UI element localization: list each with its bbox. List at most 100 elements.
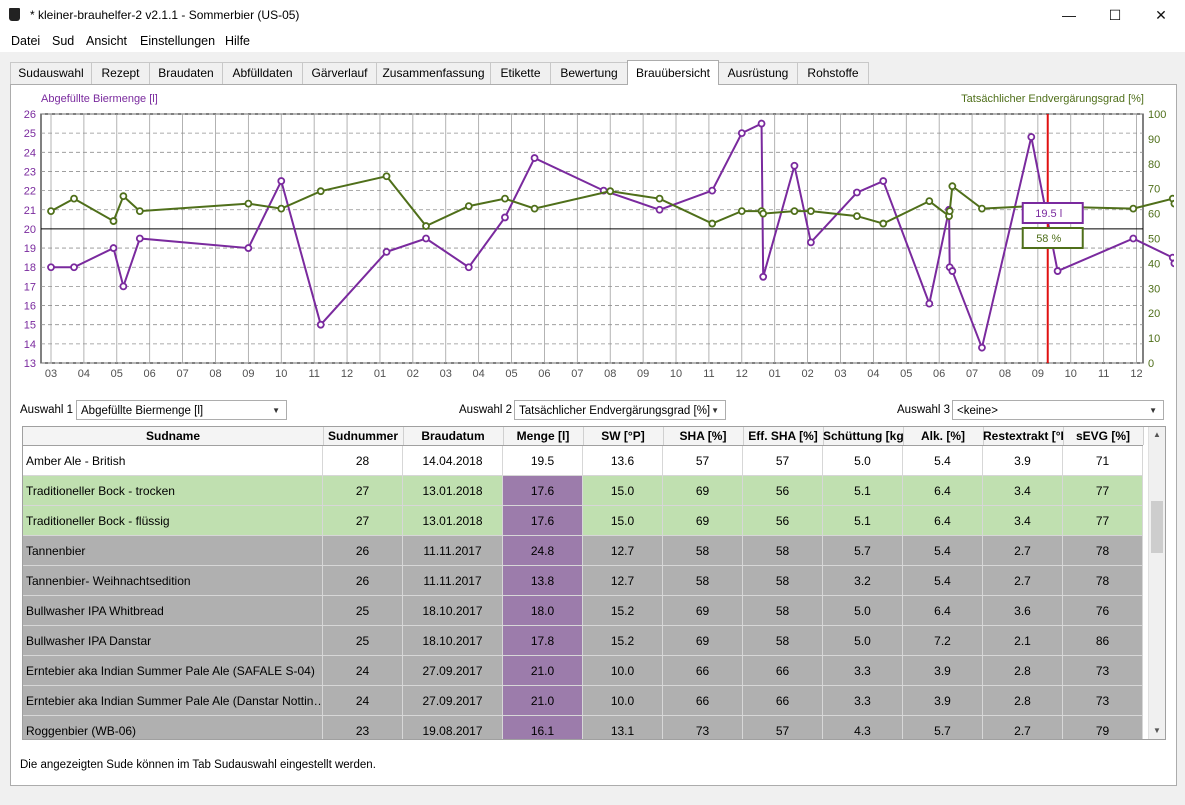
- brew-table[interactable]: Sudname Sudnummer Braudatum Menge [l] SW [°P…: [22, 426, 1166, 740]
- table-row[interactable]: Tannenbier 26 11.11.2017 24.8 12.7 58 58 5.7 5.4…: [23, 536, 1143, 566]
- table-cell: 86: [1063, 626, 1143, 656]
- brew-overview-chart[interactable]: 03 04 05 06 07 08 09 10 11 12 01 02 03 04 05 06 07 08 09 10…: [11, 85, 1174, 385]
- table-cell: 25: [323, 596, 403, 626]
- table-cell: 69: [663, 596, 743, 626]
- table-cell: 14.04.2018: [403, 446, 503, 476]
- table-cell: 26: [323, 536, 403, 566]
- table-cell: 21.0: [503, 656, 583, 686]
- menu-sud[interactable]: Sud: [52, 34, 75, 48]
- x-tick-label: 06: [933, 368, 945, 380]
- close-button[interactable]: ✕: [1155, 7, 1167, 23]
- column-header[interactable]: SHA [%]: [663, 427, 744, 445]
- table-cell: 3.9: [903, 656, 983, 686]
- table-row[interactable]: Traditioneller Bock - trocken 27 13.01.201…: [23, 476, 1143, 506]
- tab-etikette[interactable]: Etikette: [490, 62, 551, 84]
- scroll-up-icon[interactable]: ▲: [1153, 430, 1161, 439]
- table-cell: 2.1: [983, 626, 1063, 656]
- table-row[interactable]: Erntebier aka Indian Summer Pale Ale (Da…: [23, 686, 1143, 716]
- x-tick-label: 10: [1065, 368, 1077, 380]
- menu-datei[interactable]: Datei: [11, 34, 41, 48]
- y2-tick-label: 0: [1148, 358, 1154, 370]
- auswahl3-select[interactable]: <keine> ▼: [952, 400, 1164, 420]
- x-tick-label: 09: [1032, 368, 1044, 380]
- tab-abfuelldaten[interactable]: Abfülldaten: [222, 62, 303, 84]
- vertical-scrollbar[interactable]: ▲ ▼: [1148, 427, 1165, 739]
- menu-ansicht[interactable]: Ansicht: [86, 34, 127, 48]
- table-cell: 58: [743, 596, 823, 626]
- auswahl2-select[interactable]: Tatsächlicher Endvergärungsgrad [%] ▼: [514, 400, 726, 420]
- tab-zusammenfassung[interactable]: Zusammenfassung: [376, 62, 491, 84]
- column-header[interactable]: Restextrakt [°P]: [983, 427, 1064, 445]
- minimize-button[interactable]: —: [1062, 7, 1076, 23]
- table-cell: 25: [323, 626, 403, 656]
- menu-hilfe[interactable]: Hilfe: [225, 34, 251, 48]
- endvergaerungsgrad-point: [790, 207, 799, 216]
- table-row[interactable]: Tannenbier- Weihnachtsedition 26 11.11.201…: [23, 566, 1143, 596]
- auswahl1-label: Auswahl 1: [20, 404, 74, 416]
- endvergaerungsgrad-point: [708, 219, 717, 228]
- tab-sudauswahl[interactable]: Sudauswahl: [10, 62, 92, 84]
- tab-ausruestung[interactable]: Ausrüstung: [718, 62, 798, 84]
- column-header[interactable]: Sudnummer: [323, 427, 404, 445]
- table-cell: 18.10.2017: [403, 596, 503, 626]
- y1-tick-label: 23: [24, 166, 36, 178]
- menu-einstellungen[interactable]: Einstellungen: [140, 34, 216, 48]
- column-header[interactable]: Eff. SHA [%]: [743, 427, 824, 445]
- maximize-button[interactable]: ☐: [1108, 7, 1122, 23]
- table-row[interactable]: Bullwasher IPA Danstar 25 18.10.2017 17.8 15…: [23, 626, 1143, 656]
- table-cell: 5.0: [823, 626, 903, 656]
- table-cell: 16.1: [503, 716, 583, 739]
- table-cell: 69: [663, 476, 743, 506]
- biermenge-point: [1053, 267, 1062, 275]
- endvergaerungsgrad-point: [382, 172, 391, 181]
- y1-tick-label: 21: [24, 205, 36, 217]
- endvergaerungsgrad-point: [135, 207, 144, 216]
- scroll-thumb[interactable]: [1151, 501, 1163, 553]
- x-tick-label: 12: [1130, 368, 1142, 380]
- column-header[interactable]: Braudatum: [403, 427, 504, 445]
- column-header[interactable]: Alk. [%]: [903, 427, 984, 445]
- tab-bewertung[interactable]: Bewertung: [550, 62, 628, 84]
- column-header[interactable]: Sudname: [23, 427, 324, 445]
- endvergaerungsgrad-point: [530, 204, 539, 213]
- biermenge-point: [70, 263, 78, 272]
- tab-brauuebersicht[interactable]: Brauübersicht: [627, 60, 719, 85]
- auswahl1-select[interactable]: Abgefüllte Biermenge [l] ▼: [76, 400, 287, 420]
- tab-braudaten[interactable]: Braudaten: [149, 62, 223, 84]
- table-cell: 24: [323, 686, 403, 716]
- biermenge-point: [119, 282, 128, 291]
- biermenge-point: [853, 188, 861, 197]
- x-tick-label: 12: [736, 368, 748, 380]
- table-cell: 73: [1063, 686, 1143, 716]
- table-cell: 15.0: [583, 506, 663, 536]
- table-row[interactable]: Erntebier aka Indian Summer Pale Ale (SA…: [23, 656, 1143, 686]
- scroll-down-icon[interactable]: ▼: [1153, 726, 1161, 735]
- endvergaerungsgrad-point: [464, 202, 473, 211]
- x-tick-label: 03: [45, 368, 57, 380]
- table-cell: 18.10.2017: [403, 626, 503, 656]
- tab-rezept[interactable]: Rezept: [91, 62, 150, 84]
- x-tick-label: 12: [341, 368, 353, 380]
- endvergaerungsgrad-point: [422, 222, 430, 230]
- column-header[interactable]: sEVG [%]: [1063, 427, 1144, 445]
- table-cell: 23: [323, 716, 403, 739]
- table-cell: 3.4: [983, 506, 1063, 536]
- column-header[interactable]: Schüttung [kg]: [823, 427, 904, 445]
- chevron-down-icon: ▼: [1149, 406, 1157, 415]
- table-row[interactable]: Bullwasher IPA Whitbread 25 18.10.2017 18.0…: [23, 596, 1143, 626]
- table-cell: 13.1: [583, 716, 663, 739]
- table-row[interactable]: Roggenbier (WB-06) 23 19.08.2017 16.1 13.1 73…: [23, 716, 1143, 739]
- table-row[interactable]: Traditioneller Bock - flüssig 27 13.01.201…: [23, 506, 1143, 536]
- tab-rohstoffe[interactable]: Rohstoffe: [797, 62, 869, 84]
- tab-gaerverlauf[interactable]: Gärverlauf: [302, 62, 377, 84]
- endvergaerungsgrad-point: [978, 204, 986, 213]
- column-header[interactable]: SW [°P]: [583, 427, 664, 445]
- column-header[interactable]: Menge [l]: [503, 427, 584, 445]
- endvergaerungsgrad-point: [655, 194, 664, 203]
- table-row[interactable]: Amber Ale - British 28 14.04.2018 19.5 13.6 5…: [23, 446, 1143, 476]
- table-cell: 2.7: [983, 536, 1063, 566]
- table-cell: 56: [743, 506, 823, 536]
- table-cell: 24.8: [503, 536, 583, 566]
- table-cell: Roggenbier (WB-06): [23, 716, 323, 739]
- table-cell: 69: [663, 626, 743, 656]
